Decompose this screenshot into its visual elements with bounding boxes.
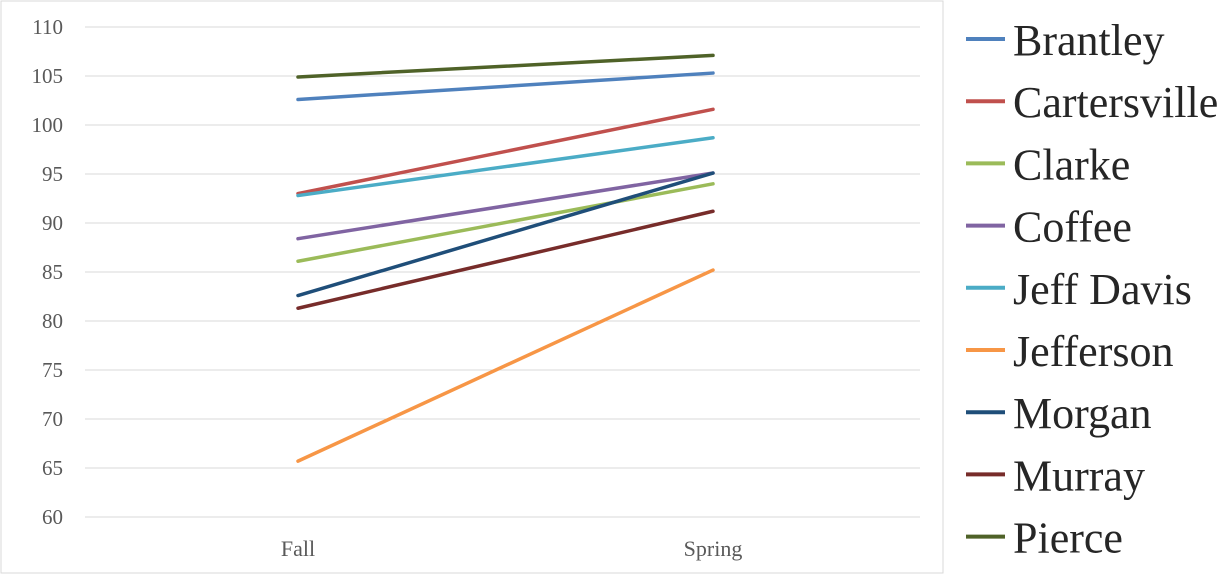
- y-axis-ticks: 60 65 70 75 80 85 90 95 100 105 110: [32, 15, 64, 529]
- series-line-jeff-davis: [296, 135, 715, 198]
- legend-label-murray: Murray: [1013, 451, 1145, 500]
- x-axis-ticks: Fall Spring: [281, 536, 742, 561]
- series-line-cartersville: [296, 107, 715, 196]
- y-tick-label: 65: [42, 456, 63, 480]
- y-tick-label: 80: [42, 309, 63, 333]
- series-line-jefferson: [296, 268, 715, 463]
- series-line-murray: [296, 209, 715, 311]
- legend-label-brantley: Brantley: [1013, 16, 1165, 65]
- y-tick-label: 90: [42, 211, 63, 235]
- y-tick-label: 75: [42, 358, 63, 382]
- x-tick-label-fall: Fall: [281, 536, 315, 561]
- y-tick-label: 60: [42, 505, 63, 529]
- legend-label-clarke: Clarke: [1013, 140, 1130, 189]
- y-tick-label: 85: [42, 260, 63, 284]
- series-line-pierce: [296, 53, 715, 79]
- legend: Brantley Cartersville Clarke Coffee Jeff Dav…: [966, 16, 1218, 563]
- y-tick-label: 105: [32, 64, 64, 88]
- legend-label-coffee: Coffee: [1013, 203, 1132, 252]
- y-tick-label: 70: [42, 407, 63, 431]
- series-line-brantley: [296, 71, 715, 102]
- series-line-morgan: [296, 171, 715, 298]
- legend-label-pierce: Pierce: [1013, 514, 1123, 563]
- y-tick-label: 95: [42, 162, 63, 186]
- y-tick-label: 100: [32, 113, 64, 137]
- legend-label-jeff-davis: Jeff Davis: [1013, 265, 1192, 314]
- series-line-clarke: [296, 182, 715, 263]
- gridlines: [0, 0, 944, 574]
- series-line-coffee: [296, 171, 715, 241]
- legend-label-jefferson: Jefferson: [1013, 327, 1173, 376]
- plot-frame: [0, 0, 944, 574]
- y-tick-label: 110: [32, 15, 63, 39]
- legend-label-cartersville: Cartersville: [1013, 78, 1218, 127]
- x-tick-label-spring: Spring: [684, 536, 743, 561]
- series-lines: [296, 53, 715, 463]
- legend-label-morgan: Morgan: [1013, 389, 1152, 438]
